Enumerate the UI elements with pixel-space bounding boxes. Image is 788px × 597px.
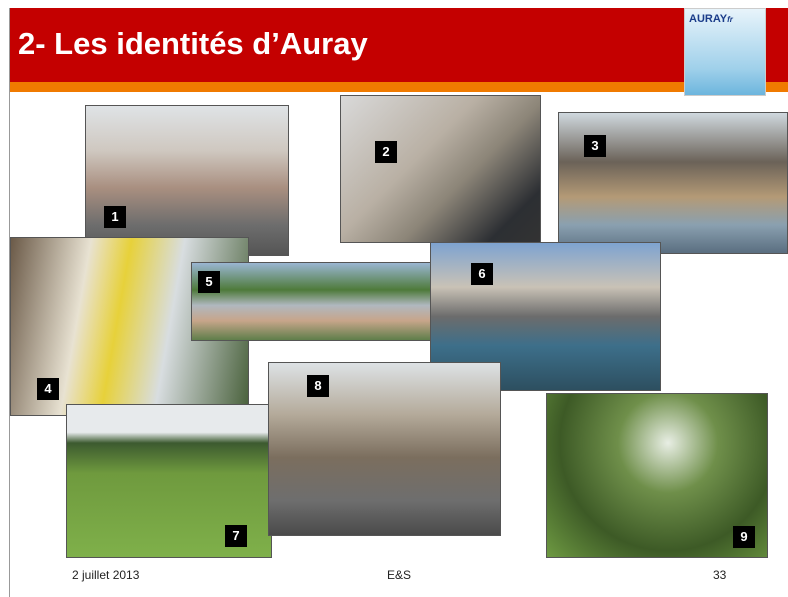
photo: 7 xyxy=(66,404,272,558)
photo-number: 1 xyxy=(104,206,126,228)
photo: 8 xyxy=(268,362,501,536)
photo-number: 2 xyxy=(375,141,397,163)
photo-number: 4 xyxy=(37,378,59,400)
photo-number: 8 xyxy=(307,375,329,397)
slide-border xyxy=(9,8,10,597)
photo: 9 xyxy=(546,393,768,558)
footer-date: 2 juillet 2013 xyxy=(72,568,140,582)
photo-number: 5 xyxy=(198,271,220,293)
photo: 1 xyxy=(85,105,289,256)
slide-title: 2- Les identités d’Auray xyxy=(18,26,368,61)
photo-number: 9 xyxy=(733,526,755,548)
photo: 2 xyxy=(340,95,541,243)
photo-number: 7 xyxy=(225,525,247,547)
photo: 3 xyxy=(558,112,788,254)
logo-text: AURAYfr xyxy=(689,13,733,25)
photo-number: 3 xyxy=(584,135,606,157)
header-strip xyxy=(10,82,788,92)
footer-center: E&S xyxy=(387,568,412,582)
footer-page: 33 xyxy=(713,568,727,582)
header-band xyxy=(10,8,788,82)
logo: AURAYfr xyxy=(684,8,766,96)
logo-suffix: fr xyxy=(727,15,733,24)
logo-name: AURAY xyxy=(689,13,728,25)
photo: 5 xyxy=(191,262,467,341)
photo-number: 6 xyxy=(471,263,493,285)
